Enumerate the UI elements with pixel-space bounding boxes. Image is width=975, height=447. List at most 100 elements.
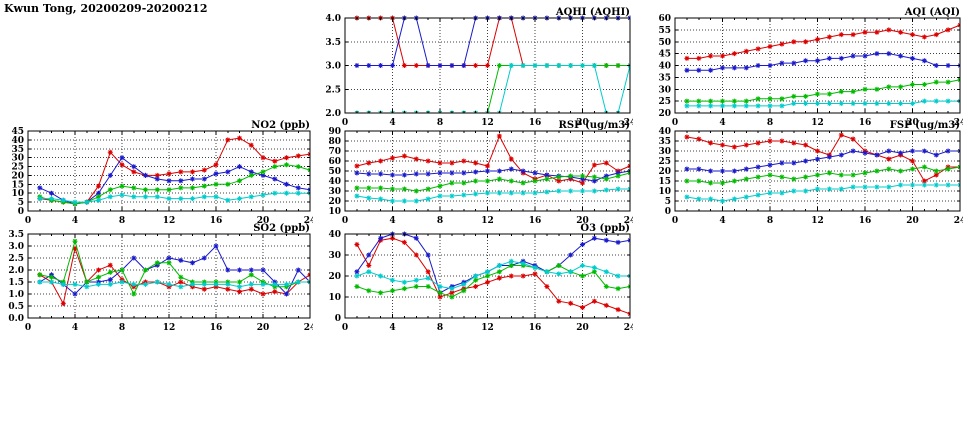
rsp-plot-svg: 10203040506070809004812162024RSP (ug/m3) bbox=[328, 120, 633, 226]
svg-text:30: 30 bbox=[328, 251, 341, 261]
svg-text:0.0: 0.0 bbox=[8, 314, 24, 324]
svg-text:10: 10 bbox=[11, 189, 24, 199]
svg-text:45: 45 bbox=[11, 127, 24, 137]
svg-text:1.5: 1.5 bbox=[8, 278, 24, 288]
svg-text:20: 20 bbox=[576, 118, 589, 128]
svg-text:16: 16 bbox=[210, 323, 223, 333]
svg-text:2.0: 2.0 bbox=[325, 109, 341, 119]
svg-text:20: 20 bbox=[257, 323, 270, 333]
svg-text:20: 20 bbox=[328, 197, 341, 207]
svg-text:40: 40 bbox=[328, 230, 341, 240]
svg-text:4: 4 bbox=[719, 118, 725, 128]
svg-text:50: 50 bbox=[658, 38, 671, 48]
svg-text:20: 20 bbox=[576, 216, 589, 226]
svg-text:24: 24 bbox=[304, 216, 313, 226]
fsp-plot-svg: 051015202530354004812162024FSP (ug/m3) bbox=[658, 120, 963, 226]
svg-text:40: 40 bbox=[11, 136, 24, 146]
svg-text:0: 0 bbox=[25, 216, 31, 226]
svg-text:0: 0 bbox=[672, 118, 678, 128]
page-title: Kwun Tong, 20200209-20200212 bbox=[4, 2, 208, 15]
svg-text:70: 70 bbox=[328, 147, 341, 157]
svg-text:4: 4 bbox=[72, 323, 78, 333]
svg-text:16: 16 bbox=[529, 216, 542, 226]
svg-text:4: 4 bbox=[72, 216, 78, 226]
fsp-chart: 051015202530354004812162024FSP (ug/m3) bbox=[649, 118, 963, 228]
svg-text:24: 24 bbox=[304, 323, 313, 333]
svg-text:12: 12 bbox=[811, 118, 824, 128]
svg-text:0: 0 bbox=[342, 323, 348, 333]
o3-chart: 0 10 20 30 40 0 4 8 12 16 20 24 O3 (ppb) bbox=[319, 221, 633, 335]
so2-plot-svg: 0.0 0.5 1.0 1.5 2.0 2.5 3.0 3.5 0 4 8 12 16 20 24 SO2 (… bbox=[8, 223, 313, 333]
svg-text:10: 10 bbox=[658, 187, 671, 197]
svg-text:20: 20 bbox=[906, 216, 919, 226]
svg-text:4: 4 bbox=[389, 216, 395, 226]
svg-text:2.5: 2.5 bbox=[8, 254, 24, 264]
svg-text:30: 30 bbox=[658, 85, 671, 95]
svg-text:80: 80 bbox=[328, 137, 341, 147]
svg-text:3.0: 3.0 bbox=[325, 62, 341, 72]
svg-text:RSP (ug/m3): RSP (ug/m3) bbox=[559, 120, 630, 131]
svg-text:25: 25 bbox=[658, 97, 671, 107]
rsp-chart: 10203040506070809004812162024RSP (ug/m3) bbox=[319, 118, 633, 228]
svg-text:0: 0 bbox=[672, 216, 678, 226]
svg-text:20: 20 bbox=[658, 109, 671, 119]
svg-text:0: 0 bbox=[665, 207, 671, 217]
svg-text:50: 50 bbox=[328, 167, 341, 177]
svg-text:60: 60 bbox=[658, 14, 671, 24]
svg-text:16: 16 bbox=[210, 216, 223, 226]
svg-text:30: 30 bbox=[658, 147, 671, 157]
svg-text:8: 8 bbox=[437, 216, 443, 226]
svg-text:16: 16 bbox=[529, 118, 542, 128]
svg-text:8: 8 bbox=[119, 323, 125, 333]
svg-text:40: 40 bbox=[658, 62, 671, 72]
svg-text:12: 12 bbox=[481, 216, 494, 226]
svg-text:20: 20 bbox=[328, 272, 341, 282]
svg-text:20: 20 bbox=[11, 171, 24, 181]
svg-text:25: 25 bbox=[11, 163, 24, 173]
svg-text:16: 16 bbox=[859, 118, 872, 128]
svg-text:20: 20 bbox=[906, 118, 919, 128]
svg-text:30: 30 bbox=[11, 154, 24, 164]
svg-text:AQHI (AQHI): AQHI (AQHI) bbox=[555, 7, 630, 18]
svg-text:0: 0 bbox=[335, 314, 341, 324]
svg-text:0: 0 bbox=[18, 207, 24, 217]
svg-text:SO2 (ppb): SO2 (ppb) bbox=[253, 223, 310, 234]
svg-text:20: 20 bbox=[257, 216, 270, 226]
svg-text:35: 35 bbox=[658, 73, 671, 83]
svg-text:0: 0 bbox=[342, 216, 348, 226]
svg-text:8: 8 bbox=[437, 118, 443, 128]
o3-plot-svg: 0 10 20 30 40 0 4 8 12 16 20 24 O3 (ppb) bbox=[328, 223, 633, 333]
svg-text:5: 5 bbox=[665, 197, 671, 207]
svg-text:12: 12 bbox=[481, 118, 494, 128]
svg-text:0: 0 bbox=[25, 323, 31, 333]
svg-text:8: 8 bbox=[767, 118, 773, 128]
svg-text:45: 45 bbox=[658, 50, 671, 60]
svg-text:40: 40 bbox=[658, 127, 671, 137]
svg-text:4.0: 4.0 bbox=[325, 14, 341, 24]
svg-text:24: 24 bbox=[624, 323, 633, 333]
svg-text:O3 (ppb): O3 (ppb) bbox=[580, 223, 630, 234]
svg-text:NO2 (ppb): NO2 (ppb) bbox=[251, 120, 310, 131]
svg-text:1.0: 1.0 bbox=[8, 290, 24, 300]
so2-chart: 0.0 0.5 1.0 1.5 2.0 2.5 3.0 3.5 0 4 8 12 16 20 24 SO2 (… bbox=[2, 221, 313, 335]
svg-text:4: 4 bbox=[719, 216, 725, 226]
svg-text:0.5: 0.5 bbox=[8, 302, 24, 312]
svg-text:3.5: 3.5 bbox=[325, 38, 341, 48]
svg-text:8: 8 bbox=[437, 323, 443, 333]
svg-text:35: 35 bbox=[658, 137, 671, 147]
svg-text:12: 12 bbox=[481, 323, 494, 333]
no2-chart: 05101520253035404504812162024NO2 (ppb) bbox=[2, 118, 313, 228]
svg-text:4: 4 bbox=[389, 323, 395, 333]
svg-text:5: 5 bbox=[18, 198, 24, 208]
svg-text:20: 20 bbox=[576, 323, 589, 333]
no2-plot-svg: 05101520253035404504812162024NO2 (ppb) bbox=[11, 120, 313, 226]
svg-text:12: 12 bbox=[811, 216, 824, 226]
svg-text:16: 16 bbox=[529, 323, 542, 333]
svg-text:0: 0 bbox=[342, 118, 348, 128]
svg-text:15: 15 bbox=[658, 177, 671, 187]
svg-text:60: 60 bbox=[328, 157, 341, 167]
svg-text:25: 25 bbox=[658, 157, 671, 167]
